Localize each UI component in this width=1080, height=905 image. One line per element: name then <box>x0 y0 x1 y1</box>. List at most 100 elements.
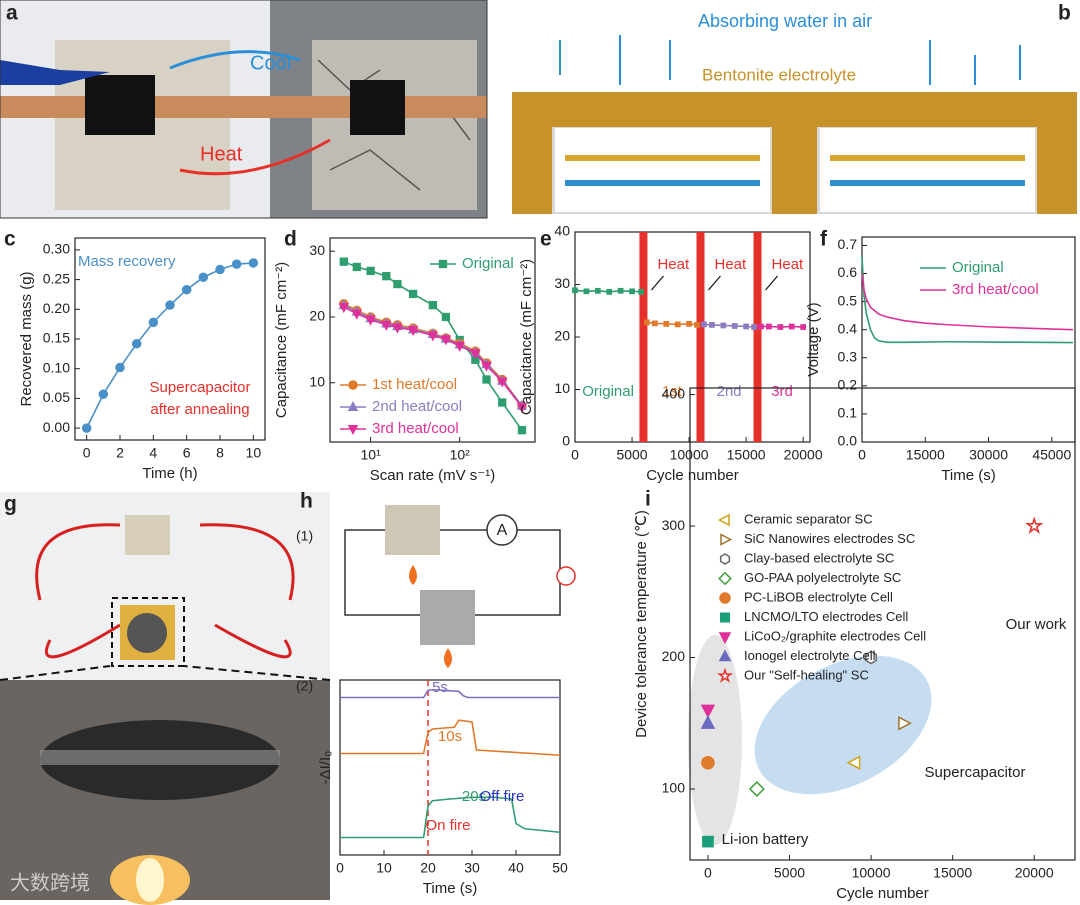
x-tick-label: 0 <box>83 445 91 461</box>
marker <box>709 322 715 328</box>
marker <box>248 258 259 268</box>
marker <box>674 321 681 328</box>
region-label: 1st <box>662 383 683 400</box>
marker <box>594 287 601 294</box>
x-axis-label: Time (s) <box>941 467 995 484</box>
x-tick-label: 8 <box>216 445 224 461</box>
marker <box>181 284 192 295</box>
annotation: after annealing <box>150 401 249 418</box>
supercapacitor-region <box>754 655 932 795</box>
heat-label: Heat <box>657 256 690 273</box>
heat-label: Heat <box>772 256 805 273</box>
y-tick-label: 0.0 <box>838 433 858 449</box>
y-axis-label: Capacitance (mF cm⁻²) <box>273 262 290 418</box>
x-tick-label: 15000 <box>727 447 766 463</box>
y-tick-label: 10 <box>309 373 325 389</box>
y-tick-label: 0.10 <box>43 359 70 375</box>
legend-marker <box>717 513 730 527</box>
marker <box>865 650 878 665</box>
marker <box>702 835 714 848</box>
x-tick-label: 5000 <box>774 865 805 881</box>
legend-label: 3rd heat/cool <box>952 281 1039 298</box>
heat-arrow <box>708 275 721 291</box>
y-tick-label: 0.5 <box>838 292 858 308</box>
legend-marker <box>720 612 730 623</box>
x-tick-label: 2 <box>116 445 124 461</box>
y-tick-label: 0.6 <box>838 264 858 280</box>
marker <box>441 312 451 322</box>
y-tick-label: 0.05 <box>43 389 70 405</box>
y-tick-label: 20 <box>554 328 570 344</box>
marker <box>81 423 92 433</box>
panel-letter: c <box>4 228 16 251</box>
plot-frame <box>861 236 1076 443</box>
legend-marker <box>718 571 732 586</box>
marker <box>338 303 350 314</box>
legend-marker <box>719 592 731 604</box>
heat-band <box>696 232 705 442</box>
ammeter-label: A <box>497 522 508 539</box>
legend-label: LNCMO/LTO electrodes Cell <box>744 609 908 624</box>
x-tick-label: 0 <box>858 447 866 463</box>
marker <box>617 287 624 294</box>
y-tick-label: 0.20 <box>43 300 70 316</box>
y-tick-label: 0.25 <box>43 270 70 286</box>
marker <box>407 326 419 337</box>
marker <box>365 315 376 326</box>
panel-letter: a <box>6 2 18 25</box>
marker <box>701 321 707 328</box>
x-axis-label: Scan rate (mV s⁻¹) <box>370 467 495 484</box>
marker <box>766 323 772 330</box>
y-tick-label: 200 <box>662 648 686 664</box>
li-ion-region <box>688 635 742 845</box>
marker <box>701 755 715 770</box>
watermark: 大数跨境 <box>10 871 90 894</box>
marker <box>470 349 481 360</box>
annotation: On fire <box>425 817 470 834</box>
legend-label: Ionogel electrolyte Cell <box>744 648 876 663</box>
marker <box>751 324 757 330</box>
legend-label: PC-LiBOB electrolyte Cell <box>744 589 893 604</box>
marker <box>440 335 452 346</box>
marker <box>231 259 242 269</box>
marker <box>339 257 348 266</box>
marker <box>98 389 109 400</box>
marker <box>215 264 225 275</box>
x-tick-label: 10¹ <box>361 447 382 463</box>
heat-arrow <box>650 275 664 291</box>
illustration-b <box>512 35 1077 214</box>
photo-a <box>0 0 488 219</box>
legend-label: Ceramic separator SC <box>744 511 873 526</box>
annotation: Our work <box>1006 616 1067 633</box>
series-line <box>861 273 1073 331</box>
x-axis-label: Time (s) <box>423 880 477 897</box>
series-line <box>340 796 561 839</box>
annotation: Off fire <box>480 788 525 805</box>
x-tick-label: 10000 <box>670 447 709 463</box>
x-tick-label: 10 <box>376 860 392 876</box>
x-tick-label: 15000 <box>906 447 945 463</box>
heat-band <box>753 232 762 442</box>
y-axis-label: Recovered mass (g) <box>18 271 35 406</box>
plot-frame <box>329 237 536 443</box>
legend-label: GO-PAA polyelectrolyte SC <box>744 570 901 585</box>
x-tick-label: 4 <box>149 445 157 461</box>
photo-g <box>0 492 331 905</box>
marker <box>482 375 491 384</box>
x-tick-label: 20 <box>420 860 436 876</box>
circuit-h <box>344 505 576 668</box>
photo-label: Cool <box>250 52 291 74</box>
legend-label: Original <box>952 259 1004 276</box>
y-axis-label: Device tolerance temperature (℃) <box>633 510 650 738</box>
y-tick-label: 40 <box>554 223 570 239</box>
marker <box>351 309 363 320</box>
region-label: 3rd <box>771 383 793 400</box>
marker <box>498 398 507 407</box>
marker <box>638 288 645 295</box>
y-tick-label: 30 <box>309 242 325 258</box>
series-line <box>861 256 1073 344</box>
heat-label: Heat <box>714 256 747 273</box>
marker <box>583 288 590 295</box>
illustration-label: Absorbing water in air <box>698 11 872 31</box>
marker <box>748 781 765 797</box>
